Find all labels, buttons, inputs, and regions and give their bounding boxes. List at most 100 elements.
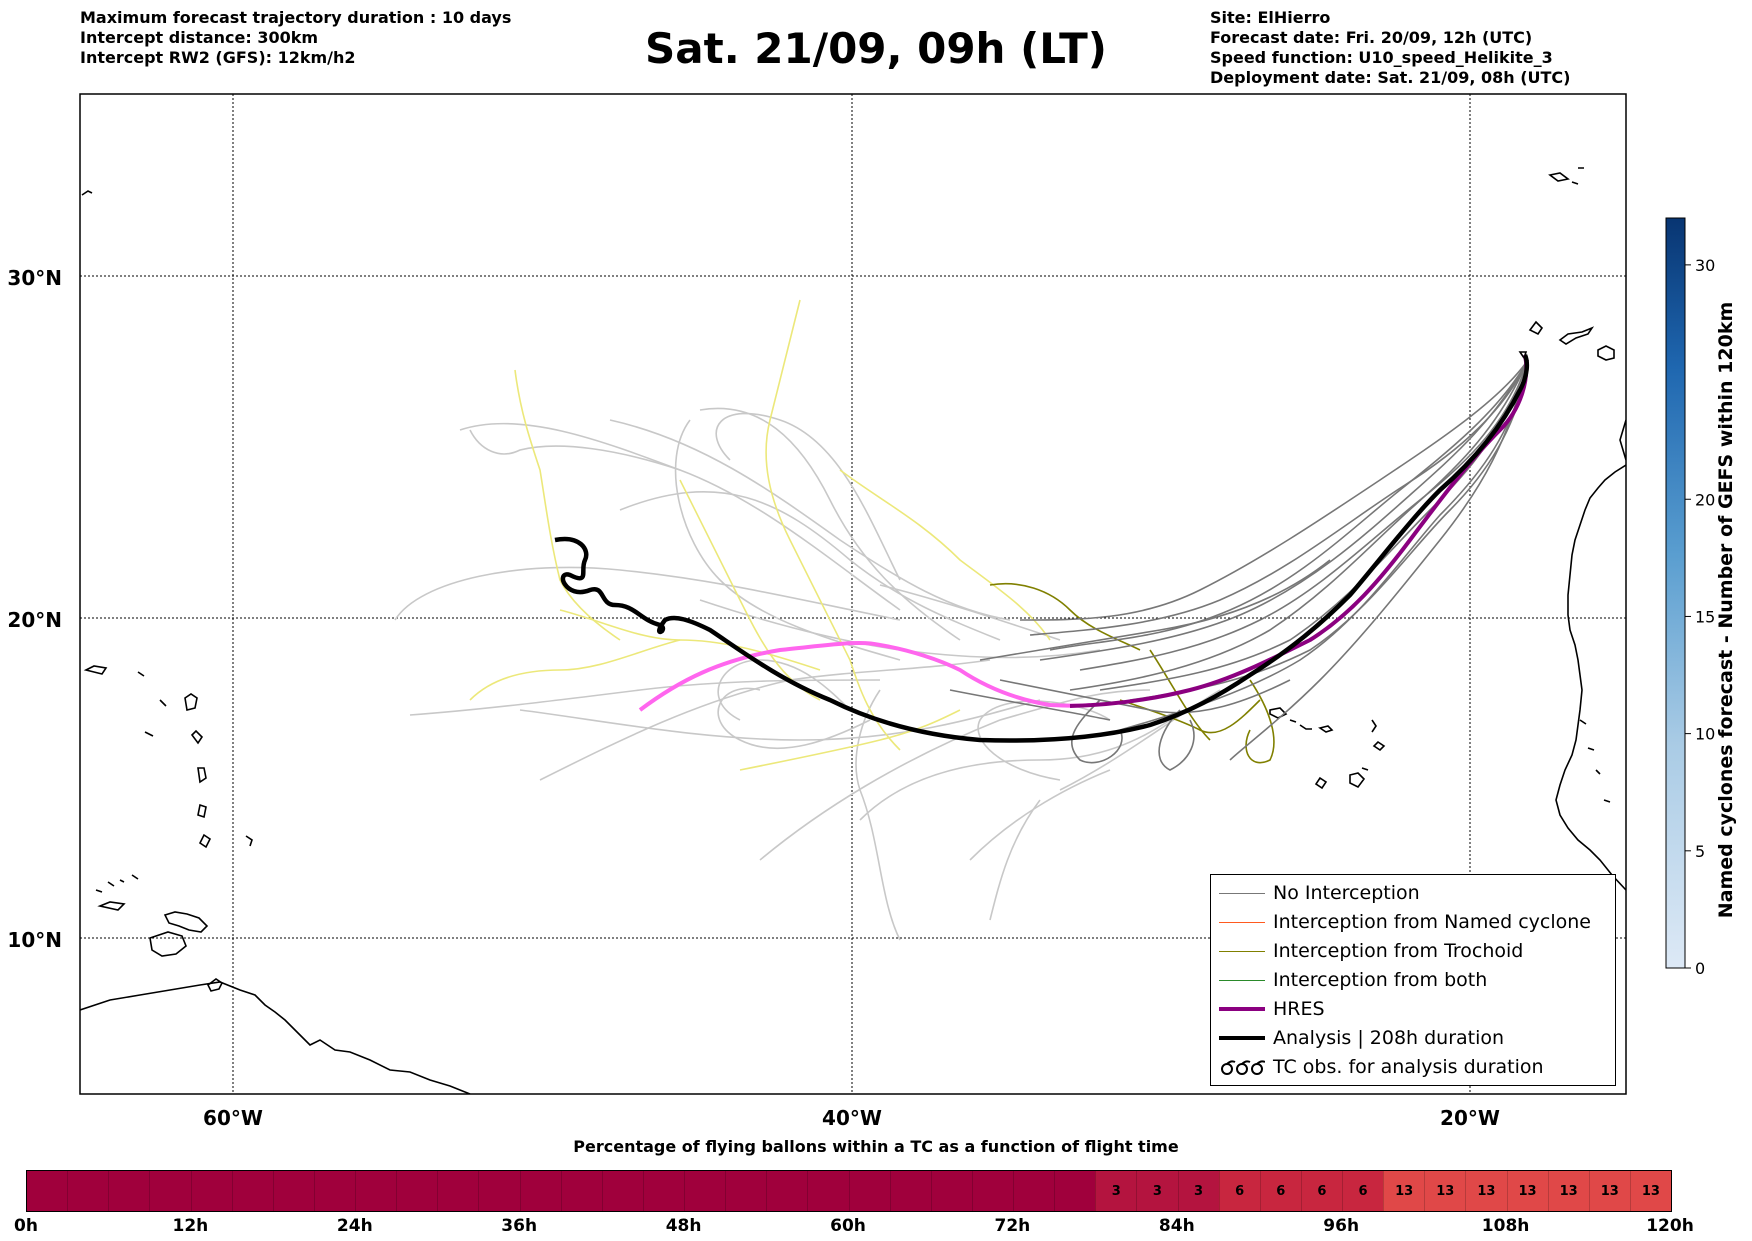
legend-label: Analysis | 208h duration [1273, 1027, 1505, 1049]
canary-islands [1518, 320, 1615, 361]
percentage-cell [67, 1171, 109, 1211]
sargasso-dot [81, 190, 93, 196]
legend-label: Interception from both [1273, 969, 1488, 991]
flight-time-tick-label: 96h [1323, 1216, 1360, 1236]
lon-label-60w: 60°W [203, 1106, 263, 1130]
speed-function-text: Speed function: U10_speed_Helikite_3 [1210, 48, 1553, 67]
no-interception-trajectories [949, 359, 1529, 771]
colorbar-ticks: 0 5 10 15 20 30 [1685, 256, 1715, 978]
colorbar [1665, 217, 1686, 969]
percentage-cell: 13 [1383, 1171, 1425, 1211]
percentage-cell [1054, 1171, 1096, 1211]
percentage-cell: 3 [1136, 1171, 1178, 1211]
flight-time-tick-label: 36h [501, 1216, 538, 1236]
percentage-cell [272, 1171, 314, 1211]
windward-islands [95, 874, 139, 893]
lon-label-20w: 20°W [1440, 1106, 1500, 1130]
west-africa-islands [1579, 719, 1611, 803]
legend-swatch-black [1219, 1036, 1265, 1040]
flight-time-tick-label: 0h [14, 1216, 38, 1236]
percentage-cell: 13 [1424, 1171, 1466, 1211]
colorbar-tick-label: 0 [1695, 959, 1705, 978]
forecast-info-block: Maximum forecast trajectory duration : 1… [80, 8, 511, 68]
analysis-trajectory [554, 354, 1530, 743]
legend-item-analysis: Analysis | 208h duration [1211, 1024, 1615, 1053]
percentage-cell [396, 1171, 438, 1211]
lesser-antilles-2 [149, 931, 187, 957]
legend-item-no-interception: No Interception [1211, 879, 1615, 908]
legend-label: TC obs. for analysis duration [1273, 1056, 1544, 1078]
trochoid-trajectories [989, 582, 1275, 764]
lesser-antilles-1 [163, 911, 209, 933]
colorbar-tick-label: 20 [1695, 490, 1715, 509]
legend-swatch-grey [1219, 893, 1265, 894]
flight-time-tick-label: 24h [336, 1216, 373, 1236]
legend-swatch-olive [1219, 951, 1265, 952]
percentage-cell [108, 1171, 150, 1211]
percentage-cell [971, 1171, 1013, 1211]
lon-label-40w: 40°W [822, 1106, 882, 1130]
percentage-cell: 13 [1588, 1171, 1630, 1211]
africa-coast-upper [1619, 419, 1626, 461]
percentage-cell [190, 1171, 232, 1211]
percentage-cell [149, 1171, 191, 1211]
coastlines [80, 167, 1626, 1094]
percentage-cell: 13 [1465, 1171, 1507, 1211]
percentage-cell: 6 [1218, 1171, 1260, 1211]
percentage-cell [27, 1171, 68, 1211]
percentage-cell [560, 1171, 602, 1211]
colorbar-label: Named cyclones forecast - Number of GEFS… [1715, 301, 1737, 919]
colorbar-tick-label: 10 [1695, 725, 1715, 744]
legend: No Interception Interception from Named … [1210, 874, 1616, 1086]
intercept-distance-text: Intercept distance: 300km [80, 28, 319, 47]
legend-swatch-purple [1219, 1007, 1265, 1011]
colorbar-tick-label: 5 [1695, 842, 1705, 861]
lat-label-20n: 20°N [7, 608, 62, 632]
madeira-islands [1548, 167, 1584, 185]
legend-swatch-green [1219, 980, 1265, 981]
percentage-cell: 3 [1177, 1171, 1219, 1211]
percentage-cell [231, 1171, 273, 1211]
site-info-block: Site: ElHierro Forecast date: Fri. 20/09… [1210, 8, 1570, 88]
page-title: Sat. 21/09, 09h (LT) [645, 24, 1107, 73]
percentage-cell: 13 [1547, 1171, 1589, 1211]
legend-swatch-orange [1219, 922, 1265, 923]
percentage-cell [930, 1171, 972, 1211]
map-frame [79, 93, 1627, 1095]
percentage-cell [355, 1171, 397, 1211]
percentage-cell [1013, 1171, 1055, 1211]
legend-item-tc-obs: TC obs. for analysis duration [1211, 1053, 1615, 1082]
legend-label: Interception from Named cyclone [1273, 911, 1591, 933]
flight-time-tick-label: 84h [1158, 1216, 1195, 1236]
flight-time-tick-label: 60h [830, 1216, 866, 1236]
percentage-cell [313, 1171, 355, 1211]
hres-trajectory [1069, 354, 1529, 708]
percentage-cell: 6 [1259, 1171, 1301, 1211]
percentage-cell: 6 [1342, 1171, 1384, 1211]
percentage-cell [601, 1171, 643, 1211]
percentage-cell [725, 1171, 767, 1211]
tc-percentage-bar: 3 3 3 6 6 6 6 13 13 13 13 13 13 13 [26, 1170, 1672, 1212]
colorbar-tick-label: 30 [1695, 256, 1715, 275]
percentage-cell [766, 1171, 808, 1211]
cape-verde-islands [1269, 707, 1386, 790]
lat-label-10n: 10°N [7, 928, 62, 952]
intercept-rw2-text: Intercept RW2 (GFS): 12km/h2 [80, 48, 356, 67]
flight-time-tick-label: 108h [1481, 1216, 1530, 1236]
percentage-cell [519, 1171, 561, 1211]
percentage-cell [437, 1171, 479, 1211]
trinidad-island [206, 978, 224, 992]
cyclone-symbol-icon [1221, 1060, 1265, 1075]
site-text: Site: ElHierro [1210, 8, 1331, 27]
percentage-cell [642, 1171, 684, 1211]
colorbar-tick-label: 15 [1695, 607, 1715, 626]
hres-trajectory-early [638, 640, 1091, 712]
forecast-date-text: Forecast date: Fri. 20/09, 12h (UTC) [1210, 28, 1533, 47]
africa-coast [1555, 464, 1626, 891]
legend-item-named-cyclone: Interception from Named cyclone [1211, 908, 1615, 937]
percentage-cell: 13 [1506, 1171, 1548, 1211]
percentage-cell: 13 [1629, 1171, 1671, 1211]
south-america-coast [80, 981, 471, 1094]
percentage-cell: 6 [1300, 1171, 1342, 1211]
